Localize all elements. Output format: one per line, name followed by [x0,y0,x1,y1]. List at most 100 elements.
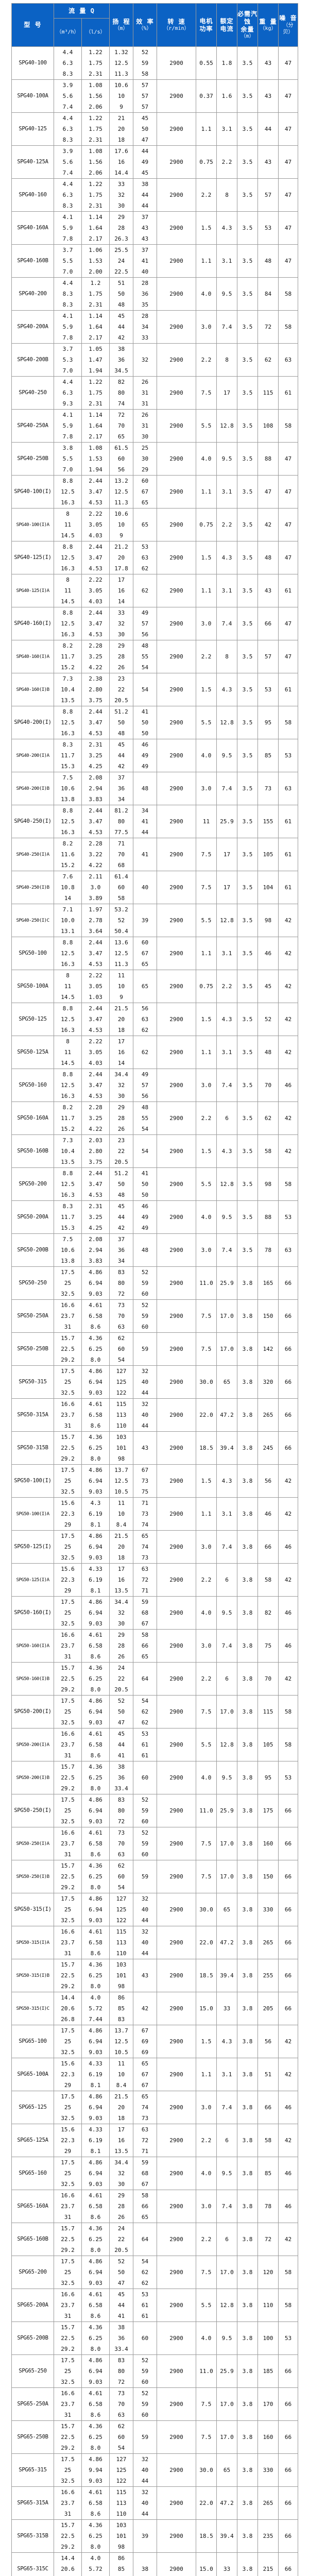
cell-flow-m3h: 29.2 [54,2443,82,2454]
cell-flow-m3h: 16.6 [54,1728,82,1739]
cell-speed: 2900 [157,706,196,739]
cell-rated-current: 17 [216,376,237,410]
cell-efficiency [133,1134,157,1146]
cell-flow-m3h: 12.5 [54,948,82,959]
table-row: SPG50-125(I)A 15.6 4.33 17 63 2900 2.2 6 3.8 58 42 [11,1563,298,1597]
pump-specification-table: 型 号 流 量 Q 扬 程 （m） 效 率 （%） 转 速 [11,3,298,2576]
cell-model: SPG50-250B [11,1332,54,1366]
cell-head: 20.5 [109,2245,133,2256]
cell-npsh: 3.8 [237,2453,258,2487]
cell-efficiency [133,2443,157,2454]
table-row: 22.3 6.19 10 73 [12,1509,298,1519]
table-row: 14.5 4.03 9 [12,530,298,541]
cell-weight: 88 [258,442,279,476]
cell-efficiency: 58 [133,2190,157,2201]
cell-speed: 2900 [157,145,196,179]
cell-motor-power: 7.5 [196,1299,217,1333]
cell-flow-m3h: 32.5 [54,2047,82,2058]
cell-head: 33.4 [109,2344,133,2355]
cell-rated-current: 6 [216,2124,237,2157]
cell-noise: 66 [278,2453,298,2487]
cell-flow-m3h: 17.5 [54,2256,82,2267]
cell-flow-ls: 8.6 [81,2212,110,2223]
cell-head: 16 [109,157,133,167]
cell-head: 44 [109,750,133,761]
cell-flow-ls: 6.94 [81,1706,110,1717]
cell-flow-ls: 2.78 [81,915,110,926]
cell-speed: 2900 [157,2157,196,2190]
cell-efficiency: 35 [133,299,157,311]
cell-noise: 66 [278,1365,298,1399]
cell-flow-m3h: 8.8 [54,706,82,717]
cell-head: 72 [109,409,133,420]
cell-speed: 2900 [157,937,196,970]
cell-flow-m3h: 23.7 [54,1739,82,1750]
cell-flow-m3h: 7.4 [54,101,82,113]
table-row: 8.3 2.31 48 35 [12,299,298,311]
cell-speed: 2900 [157,1761,196,1794]
cell-motor-power: 1.5 [196,211,217,245]
cell-flow-ls: 6.25 [81,2234,110,2245]
cell-head: 14 [109,1058,133,1069]
cell-weight: 265 [258,1926,279,1959]
cell-npsh: 3.5 [237,310,258,344]
cell-head: 18 [109,1025,133,1036]
cell-flow-ls: 9.03 [81,2047,110,2058]
cell-noise: 66 [278,2354,298,2388]
cell-flow-ls: 6.25 [81,2531,110,2541]
cell-flow-ls: 9.03 [81,2179,110,2190]
cell-weight: 255 [258,1959,279,1992]
cell-flow-m3h: 8.3 [54,1200,82,1212]
cell-flow-m3h: 16.3 [54,1025,82,1036]
cell-flow-ls: 2.22 [81,970,110,981]
cell-motor-power: 22.0 [196,2486,217,2520]
cell-flow-m3h: 7.1 [54,904,82,915]
cell-efficiency: 49 [133,750,157,761]
cell-flow-m3h: 25 [54,1541,82,1552]
cell-motor-power: 0.37 [196,79,217,113]
cell-head: 72 [109,2377,133,2388]
cell-rated-current: 3.1 [216,2058,237,2091]
cell-rated-current: 12.8 [216,706,237,739]
cell-flow-ls: 4.86 [81,1266,110,1278]
cell-efficiency: 60 [133,1289,157,1300]
cell-weight: 72 [258,2223,279,2256]
cell-speed: 2900 [157,541,196,574]
table-row: 5.6 1.56 16 49 [12,157,298,167]
cell-flow-ls: 3.89 [81,893,110,904]
cell-head: 52 [109,1695,133,1706]
cell-npsh: 3.5 [237,607,258,640]
cell-flow-ls: 3.64 [81,926,110,937]
cell-model: SPG50-315(I) [11,1893,54,1926]
cell-flow-m3h: 12.5 [54,816,82,827]
cell-flow-m3h: 23.7 [54,2498,82,2509]
cell-head: 12.5 [109,1476,133,1486]
cell-flow-ls: 2.03 [81,1134,110,1146]
cell-speed: 2900 [157,1530,196,1564]
cell-head: 103 [109,1431,133,1443]
cell-npsh: 3.5 [237,409,258,443]
table-row: 29.2 8.0 98 [12,2541,298,2553]
cell-head: 34 [109,1256,133,1267]
cell-head: 28 [109,1113,133,1124]
table-row: SPG65-200A 16.6 4.61 45 53 2900 5.5 12.8 3.8 110 5… [11,2289,298,2322]
cell-efficiency: 74 [133,1541,157,1552]
cell-weight: 43 [258,574,279,607]
cell-efficiency: 49 [133,1223,157,1234]
cell-flow-ls: 2.06 [81,167,110,179]
cell-flow-m3h: 17.5 [54,2453,82,2465]
cell-flow-m3h: 12.5 [54,618,82,629]
cell-flow-m3h: 8.8 [54,805,82,816]
cell-head: 17 [109,1036,133,1047]
cell-flow-ls: 9.03 [81,2113,110,2124]
cell-rated-current: 17.0 [216,2387,237,2421]
cell-flow-ls: 4.25 [81,1223,110,1234]
cell-npsh: 3.5 [237,442,258,476]
cell-rated-current: 4.3 [216,673,237,706]
cell-head: 61.4 [109,871,133,882]
cell-flow-ls: 3.05 [81,981,110,992]
cell-motor-power: 4.0 [196,2321,217,2355]
cell-head: 26.3 [109,233,133,245]
cell-flow-m3h: 29 [54,2146,82,2157]
cell-speed: 2900 [157,1431,196,1465]
